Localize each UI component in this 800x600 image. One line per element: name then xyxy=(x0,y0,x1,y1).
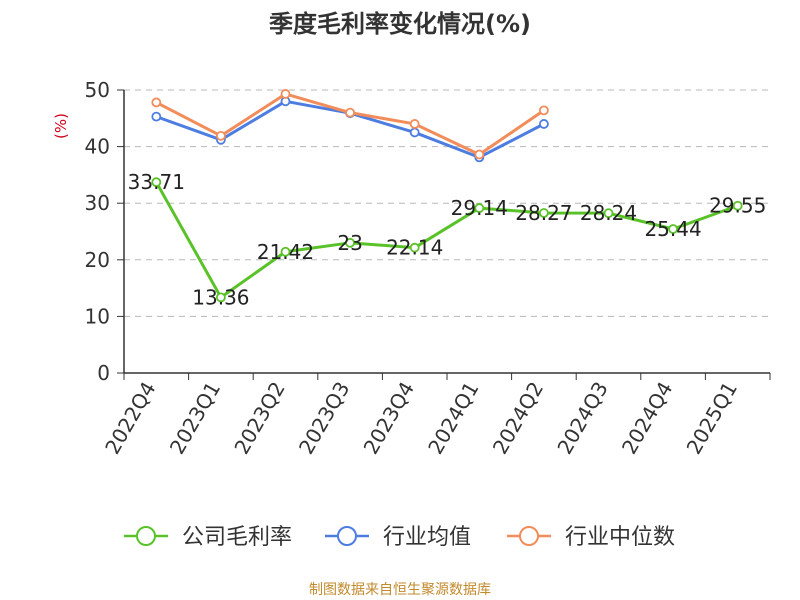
series-line xyxy=(154,181,739,299)
legend-label: 行业均值 xyxy=(383,525,471,550)
data-point xyxy=(409,127,420,138)
legend-label: 行业中位数 xyxy=(565,525,675,550)
data-point xyxy=(668,224,678,234)
data-point xyxy=(539,119,549,129)
data-point xyxy=(151,177,162,188)
data-point xyxy=(539,105,549,116)
x-tick-label: 2025Q1 xyxy=(682,378,742,459)
data-label: 21.42 xyxy=(257,240,314,264)
data-label: 22.14 xyxy=(386,236,443,260)
data-point xyxy=(345,237,356,248)
y-tick-label: 40 xyxy=(85,135,110,159)
x-tick-label: 2024Q1 xyxy=(423,378,483,459)
x-tick-label: 2024Q2 xyxy=(488,378,548,459)
data-point xyxy=(603,208,614,219)
data-point xyxy=(474,203,485,213)
legend-label: 公司毛利率 xyxy=(182,525,292,550)
x-tick-label: 2024Q3 xyxy=(552,378,612,459)
y-tick-label: 0 xyxy=(97,361,110,385)
x-tick-label: 2024Q4 xyxy=(617,378,677,459)
x-tick-label: 2023Q2 xyxy=(229,378,289,459)
data-label: 29.55 xyxy=(709,194,766,218)
data-point xyxy=(151,97,162,108)
y-tick-label: 30 xyxy=(85,191,110,215)
x-tick-label: 2023Q1 xyxy=(165,378,225,459)
data-label: 29.14 xyxy=(451,196,508,220)
y-tick-label: 50 xyxy=(85,78,110,102)
x-tick-label: 2023Q4 xyxy=(359,378,419,459)
data-label: 13.36 xyxy=(192,285,249,309)
source-note: 制图数据来自恒生聚源数据库 xyxy=(309,582,491,598)
data-point xyxy=(732,200,743,211)
data-point xyxy=(474,149,485,160)
data-label: 33.71 xyxy=(128,170,185,194)
data-label: 28.27 xyxy=(515,201,572,225)
data-point xyxy=(215,130,226,141)
y-tick-label: 20 xyxy=(85,248,110,272)
data-point xyxy=(280,89,291,99)
data-point xyxy=(539,208,549,218)
data-label: 23 xyxy=(337,231,362,255)
data-point xyxy=(151,111,162,122)
chart-title: 季度毛利率变化情况(%) xyxy=(269,10,531,38)
x-tick-label: 2022Q4 xyxy=(100,378,160,459)
data-point xyxy=(215,292,226,303)
x-tick-label: 2023Q3 xyxy=(294,378,354,459)
legend-marker xyxy=(519,526,539,546)
data-label: 25.44 xyxy=(644,217,701,241)
y-tick-label: 10 xyxy=(85,304,110,328)
data-point xyxy=(345,107,356,118)
legend-marker xyxy=(136,526,156,546)
data-point xyxy=(409,119,420,129)
series-line xyxy=(155,92,545,157)
y-axis-label: (%) xyxy=(52,113,70,139)
data-point xyxy=(409,242,420,253)
legend-marker xyxy=(337,526,357,546)
data-point xyxy=(280,246,291,257)
data-label: 28.24 xyxy=(580,201,637,225)
